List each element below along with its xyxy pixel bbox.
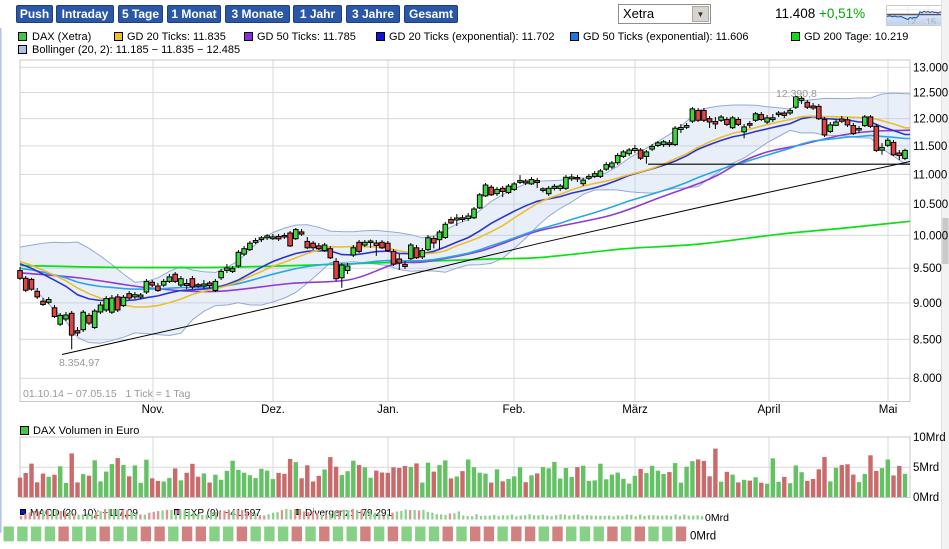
svg-text:12.500: 12.500 [913,88,948,100]
svg-text:11.500: 11.500 [913,141,947,153]
svg-text:0Mrd: 0Mrd [690,531,716,543]
svg-text:April: April [757,404,780,416]
svg-text:01.10.14 − 07.05.15 1 Tick =: 01.10.14 − 07.05.15 1 Tick = 1 Tag [23,388,191,400]
svg-text:5Mrd: 5Mrd [913,462,939,474]
svg-text:8.354,97: 8.354,97 [59,357,100,369]
svg-text:12: 12 [906,17,916,26]
svg-text:Jan.: Jan. [377,404,399,416]
svg-text:10.500: 10.500 [913,199,948,211]
svg-text:10.000: 10.000 [913,230,948,242]
svg-text:10Mrd: 10Mrd [913,432,946,444]
svg-text:Nov.: Nov. [142,404,165,416]
svg-text:Mai: Mai [879,404,898,416]
svg-text:8.500: 8.500 [913,334,942,346]
svg-text:8.000: 8.000 [913,373,942,385]
svg-text:9.500: 9.500 [913,263,942,275]
svg-text:9.000: 9.000 [913,298,942,310]
svg-text:Feb.: Feb. [502,404,525,416]
svg-text:März: März [622,404,648,416]
svg-text:Dez.: Dez. [261,404,285,416]
svg-text:11.000: 11.000 [913,169,947,181]
svg-text:12.000: 12.000 [913,114,948,126]
svg-text:0Mrd: 0Mrd [705,512,729,524]
svg-text:15: 15 [926,17,936,26]
svg-text:12.390,8: 12.390,8 [776,88,817,100]
svg-text:0Mrd: 0Mrd [913,492,939,504]
svg-text:13.000: 13.000 [913,62,948,74]
